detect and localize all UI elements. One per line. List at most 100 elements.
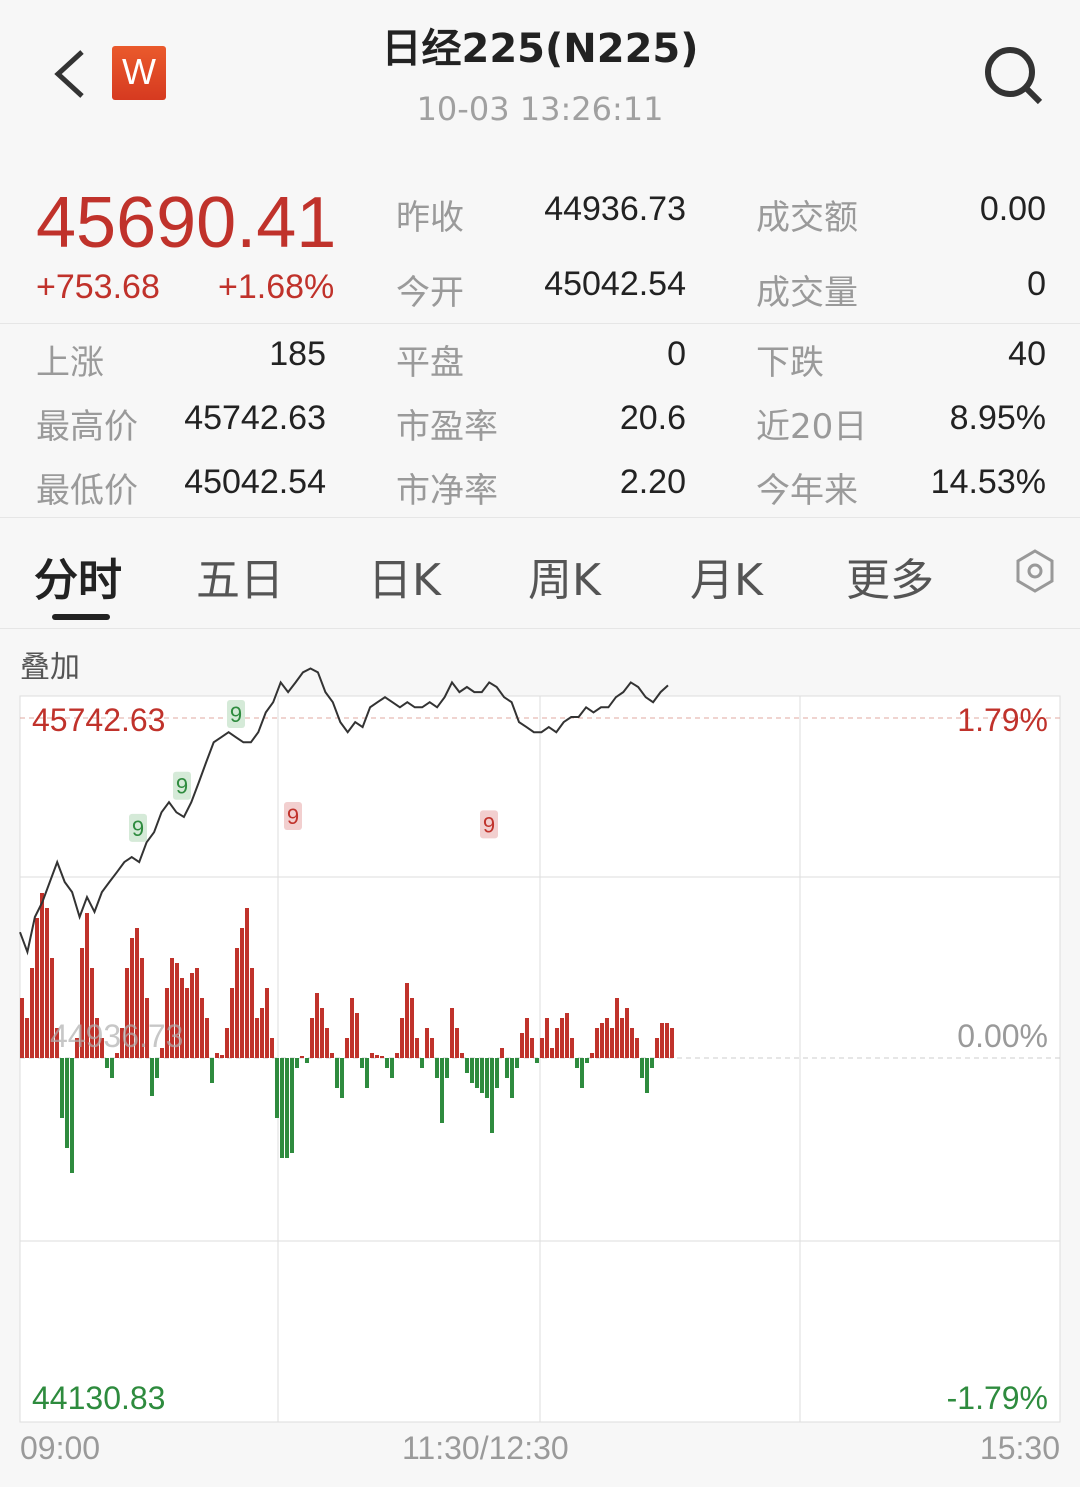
signal-label: 9 [287, 804, 299, 829]
volume-bar [375, 1055, 379, 1058]
volume-bar [230, 988, 234, 1058]
high-pct-label: 1.79% [957, 702, 1048, 738]
volume-bar [555, 1028, 559, 1058]
stat-value: 2.20 [619, 463, 686, 501]
stat-value: 14.53% [930, 463, 1046, 501]
tab-3[interactable]: 周K [528, 555, 601, 606]
volume-bar [110, 1058, 114, 1078]
volume-bar [635, 1038, 639, 1058]
volume-bar [550, 1048, 554, 1058]
stat-label: 市盈率 [396, 407, 498, 447]
signal-label: 9 [132, 816, 144, 841]
volume-bar [400, 1018, 404, 1058]
volume-bar [460, 1053, 464, 1058]
signal-badge [284, 801, 302, 830]
stat-label: 市净率 [396, 471, 498, 511]
tab-4[interactable]: 月K [690, 555, 763, 606]
volume-bar [160, 1048, 164, 1058]
stat-value: 44936.73 [544, 190, 686, 228]
volume-bar [535, 1058, 539, 1063]
volume-bar [215, 1053, 219, 1058]
stat-label: 最低价 [36, 471, 138, 511]
overlay-button[interactable]: 叠加 [20, 650, 80, 685]
stat-label: 昨收 [396, 198, 464, 238]
back-chevron-icon[interactable] [50, 48, 90, 100]
volume-bar [175, 963, 179, 1058]
volume-bar [595, 1028, 599, 1058]
tab-0[interactable]: 分时 [34, 555, 122, 606]
stat-label: 下跌 [756, 343, 824, 383]
volume-bar [455, 1028, 459, 1058]
volume-bar [425, 1028, 429, 1058]
volume-bar [545, 1018, 549, 1058]
tab-2[interactable]: 日K [368, 555, 441, 606]
volume-bar [190, 973, 194, 1058]
volume-bar [245, 908, 249, 1058]
volume-bar [395, 1053, 399, 1058]
stat-value: 0.00 [979, 190, 1046, 228]
search-icon[interactable] [980, 42, 1050, 108]
stat-value: 185 [269, 335, 326, 373]
volume-bar [620, 1018, 624, 1058]
volume-bar [260, 1008, 264, 1058]
volume-bar [405, 983, 409, 1058]
tab-1[interactable]: 五日 [196, 555, 284, 606]
volume-bar [520, 1033, 524, 1058]
volume-bar [560, 1018, 564, 1058]
volume-bar [80, 948, 84, 1058]
hexagon-settings-icon[interactable] [1012, 548, 1058, 594]
volume-bar [450, 1008, 454, 1058]
volume-bar [445, 1058, 449, 1078]
volume-bar [90, 968, 94, 1058]
volume-bar [205, 1018, 209, 1058]
tab-5[interactable]: 更多 [846, 555, 934, 606]
volume-bar [585, 1058, 589, 1063]
x-label-open: 09:00 [20, 1430, 101, 1466]
volume-bar [145, 998, 149, 1058]
stat-label: 今开 [396, 273, 464, 313]
stat-value: 45042.54 [544, 265, 686, 303]
stat-label: 成交量 [756, 273, 858, 313]
volume-bar [345, 1038, 349, 1058]
volume-bar [475, 1058, 479, 1088]
volume-bar [20, 998, 24, 1058]
volume-bar [540, 1038, 544, 1058]
volume-bar [200, 998, 204, 1058]
volume-bar [45, 908, 49, 1058]
volume-bar [150, 1058, 154, 1096]
base-price-label: 44936.73 [50, 1018, 184, 1054]
volume-bar [300, 1056, 304, 1058]
high-price-label: 45742.63 [32, 702, 166, 738]
volume-bar [530, 1038, 534, 1058]
volume-bar [385, 1058, 389, 1068]
volume-bar [315, 993, 319, 1058]
volume-bar [570, 1038, 574, 1058]
volume-bar [340, 1058, 344, 1098]
volume-bar [265, 988, 269, 1058]
stat-value: 40 [1008, 335, 1046, 373]
volume-bar [275, 1058, 279, 1118]
volume-bar [440, 1058, 444, 1123]
volume-bar [495, 1058, 499, 1088]
volume-bar [290, 1058, 294, 1153]
low-pct-label: -1.79% [946, 1380, 1048, 1416]
x-label-close: 15:30 [979, 1430, 1060, 1466]
volume-bar [565, 1013, 569, 1058]
volume-bar [35, 918, 39, 1058]
volume-bar [25, 1018, 29, 1058]
base-pct-label: 0.00% [957, 1018, 1048, 1054]
low-price-label: 44130.83 [32, 1380, 166, 1416]
volume-bar [575, 1058, 579, 1068]
volume-bar [125, 968, 129, 1058]
volume-bar [30, 968, 34, 1058]
volume-bar [60, 1058, 64, 1118]
stat-value: 20.6 [619, 399, 686, 437]
volume-bar [75, 1038, 79, 1058]
x-label-midday: 11:30/12:30 [402, 1430, 569, 1466]
volume-bar [510, 1058, 514, 1098]
volume-bar [365, 1058, 369, 1088]
volume-bar [415, 1038, 419, 1058]
volume-bar [505, 1058, 509, 1078]
volume-bar [105, 1058, 109, 1068]
volume-bar [360, 1058, 364, 1068]
